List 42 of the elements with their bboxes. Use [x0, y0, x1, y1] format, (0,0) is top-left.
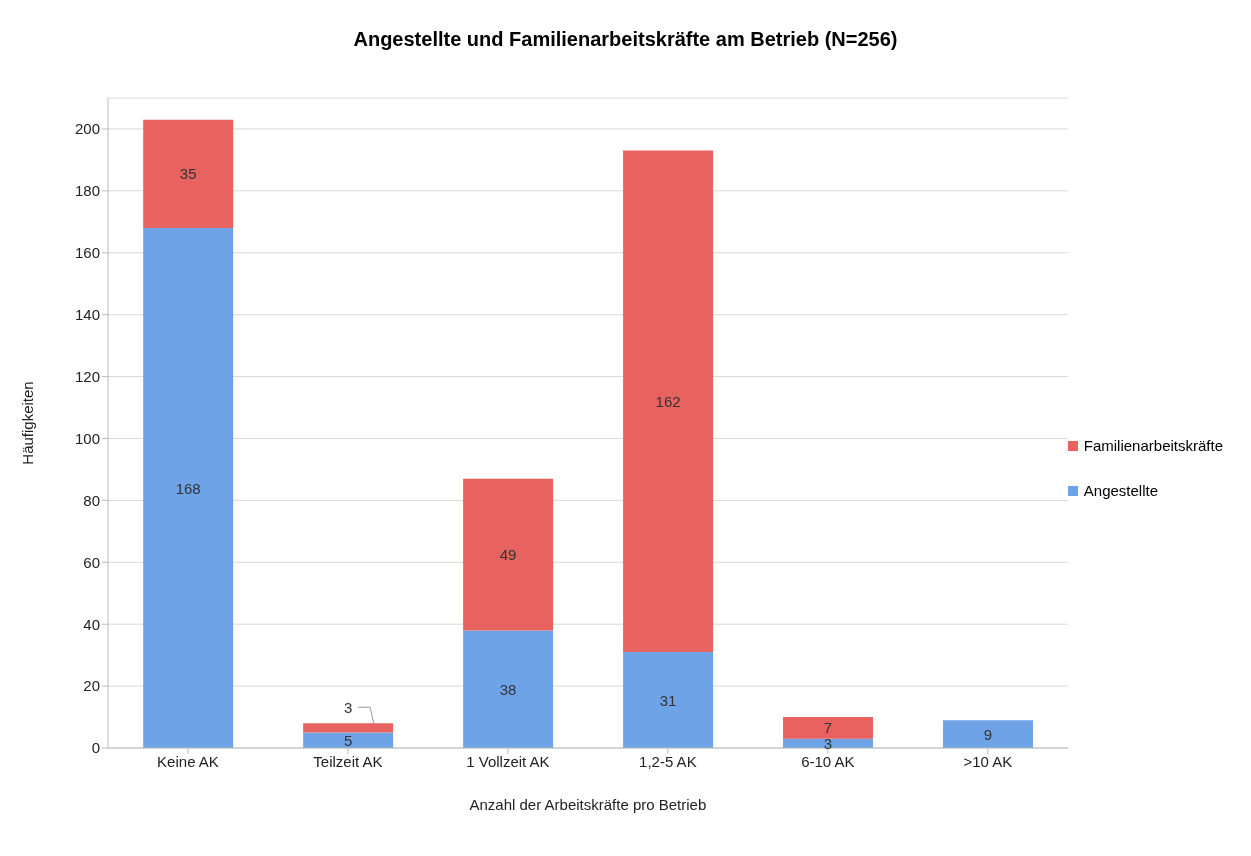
y-tick-label: 60 — [83, 553, 100, 571]
bar — [143, 119, 234, 228]
data-label: 49 — [499, 546, 517, 564]
data-label: 5 — [343, 731, 353, 749]
data-label: 31 — [659, 691, 677, 709]
y-tick-label: 140 — [74, 305, 100, 323]
y-tick-label: 20 — [83, 677, 100, 695]
y-tick-label: 100 — [74, 429, 100, 447]
y-tick-label: 40 — [83, 615, 100, 633]
data-label: 162 — [655, 392, 681, 410]
bar — [463, 630, 554, 748]
y-tick-label: 180 — [74, 182, 100, 200]
y-tick-label: 0 — [91, 739, 100, 757]
bar — [143, 228, 234, 748]
bar — [303, 723, 394, 733]
y-axis-title: Häufigkeiten — [19, 381, 37, 465]
legend-label: Familienarbeitskräfte — [1083, 437, 1223, 454]
x-tick-label: 1 Vollzeit AK — [466, 752, 550, 770]
x-axis-title: Anzahl der Arbeitskräfte pro Betrieb — [469, 796, 707, 813]
data-label: 168 — [175, 479, 201, 497]
bar — [623, 652, 714, 748]
bar — [783, 717, 874, 739]
x-tick-label: >10 AK — [963, 752, 1013, 770]
x-tick-label: 6-10 AK — [801, 752, 855, 770]
x-tick-label: Teilzeit AK — [313, 752, 383, 770]
bar — [943, 720, 1034, 748]
y-tick-label: 80 — [83, 491, 100, 509]
data-label: 35 — [179, 165, 197, 183]
x-tick-label: Keine AK — [157, 752, 219, 770]
y-tick-label: 120 — [74, 367, 100, 385]
y-tick-label: 200 — [74, 120, 100, 138]
legend-label: Angestellte — [1083, 482, 1158, 499]
data-label: 7 — [823, 719, 833, 737]
bar — [463, 478, 554, 631]
x-tick-label: 1,2-5 AK — [639, 752, 697, 770]
data-label: 3 — [343, 698, 353, 716]
data-label: 9 — [983, 725, 993, 743]
y-tick-label: 160 — [74, 244, 100, 262]
bar — [623, 150, 714, 653]
data-label: 38 — [499, 680, 517, 698]
chart-title: Angestellte und Familienarbeitskräfte am Betrieb (N=256) — [352, 28, 899, 52]
data-label: 3 — [823, 734, 833, 752]
